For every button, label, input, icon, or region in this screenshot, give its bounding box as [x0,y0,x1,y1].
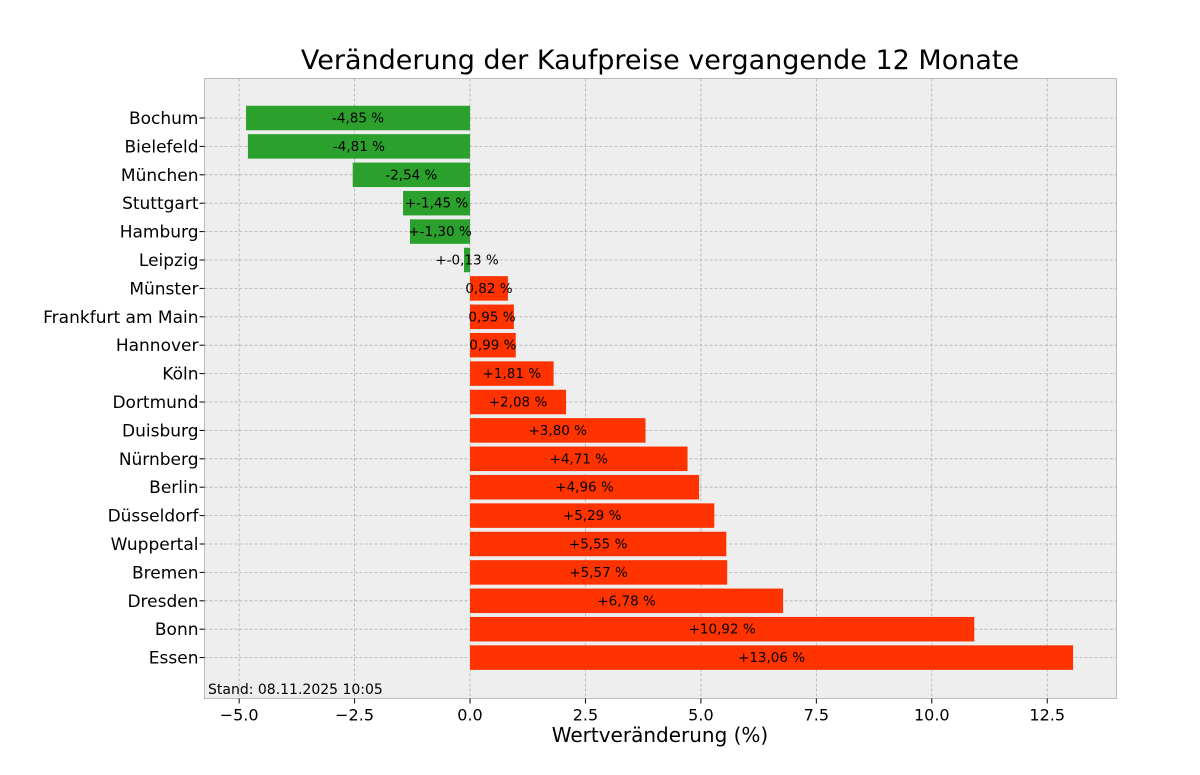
bar [247,134,471,159]
bar-value-label: +5,55 % [569,537,628,553]
bar [470,276,508,301]
category-label: Duisburg [122,421,199,441]
category-label: München [121,166,199,186]
category-label: Berlin [149,478,198,498]
bar [470,616,975,642]
bar-value-label: +6,78 % [597,593,656,609]
bar-value-label: 0,82 % [465,281,512,297]
bar [470,332,516,358]
category-labels: Bochum Bielefeld München Stuttgart Hamburg Le… [43,109,205,669]
bar-value-label: 0,95 % [468,309,515,325]
bar [470,560,728,585]
bar-value-label: +3,80 % [529,423,588,439]
x-tick-label: 7.5 [804,706,829,725]
bar [352,162,471,188]
bar [470,361,554,386]
category-label: Essen [149,649,199,669]
category-label: Stuttgart [122,194,199,214]
bar [464,247,471,273]
bar-value-label: +10,92 % [689,622,756,638]
bar-value-label: +1,81 % [483,366,542,382]
category-label: Düsseldorf [108,507,200,527]
category-label: Hannover [116,336,199,356]
x-tick-label: −5.0 [220,706,259,725]
bar-value-label: +4,71 % [550,451,609,467]
bar [470,389,567,415]
bar-value-label: -4,81 % [333,139,385,155]
x-tick-label: 5.0 [688,706,713,725]
timestamp-annotation: Stand: 08.11.2025 10:05 [208,682,383,698]
category-label: Bielefeld [125,137,199,157]
bar [470,304,514,330]
x-axis-label: Wertveränderung (%) [552,723,769,747]
bar-value-label: 0,99 % [469,338,516,354]
bar [246,105,471,131]
bar-value-label: +5,29 % [563,508,622,524]
bar [470,531,727,557]
x-ticks: −5.0 −2.5 0.0 2.5 5.0 7.5 10.0 12.5 [220,698,1065,725]
bar-value-label: +-0,13 % [435,253,499,269]
bar-value-label: +2,08 % [489,395,548,411]
x-tick-label: −2.5 [335,706,374,725]
bar [470,418,646,443]
bar [470,474,700,500]
bar-value-label: +13,06 % [738,650,805,666]
data-labels: -4,85 % -4,81 %-2,54 % +-1,45 % +-1,30 % +-0… [332,111,805,667]
category-label: Köln [162,365,198,385]
bar-value-label: +-1,30 % [408,224,472,240]
bar [403,190,471,216]
bar-value-label: +-1,45 % [405,196,469,212]
grid [204,78,1117,699]
bar [470,645,1074,670]
category-label: Dortmund [112,393,198,413]
category-label: Wuppertal [111,535,199,555]
category-label: Frankfurt am Main [43,308,198,328]
bars [246,105,1074,670]
x-tick-label: 10.0 [914,706,950,725]
category-label: Bremen [132,563,199,583]
chart-title: Veränderung der Kaufpreise vergangende 1… [301,45,1019,76]
x-tick-label: 0.0 [457,706,482,725]
category-label: Leipzig [139,251,199,271]
category-label: Bochum [129,109,199,129]
bar-value-label: +5,57 % [569,565,628,581]
bar-value-label: -2,54 % [385,167,437,183]
category-label: Bonn [155,620,199,640]
category-label: Münster [129,279,198,299]
bar [409,219,471,244]
bar-value-label: -4,85 % [332,111,384,127]
x-tick-label: 2.5 [573,706,598,725]
category-label: Nürnberg [119,450,199,470]
category-label: Hamburg [120,223,199,243]
bar [470,588,784,614]
category-label: Dresden [127,592,198,612]
bar [470,446,688,472]
bar-value-label: +4,96 % [555,480,614,496]
bar [470,503,715,528]
x-tick-label: 12.5 [1029,706,1065,725]
